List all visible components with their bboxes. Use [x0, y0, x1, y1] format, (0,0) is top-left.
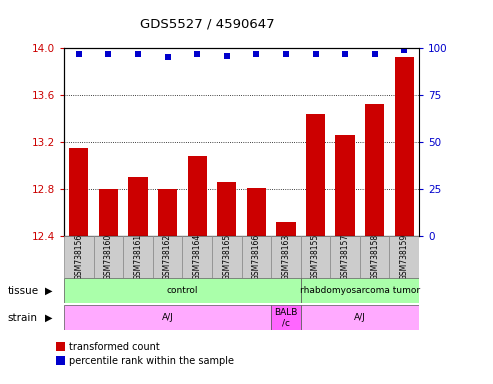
Point	[164, 54, 172, 60]
Text: A/J: A/J	[162, 313, 174, 322]
Text: BALB
/c: BALB /c	[274, 308, 298, 328]
Text: control: control	[167, 286, 198, 295]
Text: ▶: ▶	[44, 286, 52, 296]
Bar	[217, 182, 237, 384]
Point	[341, 51, 349, 57]
Point	[134, 51, 142, 57]
Text: GSM738162: GSM738162	[163, 234, 172, 280]
Bar	[330, 236, 360, 278]
Text: rhabdomyosarcoma tumor: rhabdomyosarcoma tumor	[300, 286, 420, 295]
Bar	[271, 305, 301, 330]
Bar	[64, 236, 94, 278]
Text: GSM738161: GSM738161	[134, 234, 142, 280]
Bar	[389, 236, 419, 278]
Text: GSM738163: GSM738163	[282, 234, 290, 280]
Bar	[306, 114, 325, 384]
Point	[193, 51, 201, 57]
Bar	[128, 177, 148, 384]
Text: tissue: tissue	[7, 286, 38, 296]
Bar	[212, 236, 242, 278]
Bar	[187, 156, 207, 384]
Text: GSM738160: GSM738160	[104, 234, 113, 280]
Point	[371, 51, 379, 57]
Bar	[271, 236, 301, 278]
Bar	[301, 236, 330, 278]
Bar	[360, 236, 389, 278]
Text: GDS5527 / 4590647: GDS5527 / 4590647	[140, 17, 275, 30]
Text: GSM738156: GSM738156	[74, 234, 83, 280]
Bar	[69, 148, 89, 384]
Point	[252, 51, 260, 57]
Text: GSM738164: GSM738164	[193, 234, 202, 280]
Point	[282, 51, 290, 57]
Text: GSM738159: GSM738159	[400, 234, 409, 280]
Bar	[94, 236, 123, 278]
Bar	[365, 104, 385, 384]
Bar	[336, 135, 355, 384]
Text: transformed count: transformed count	[70, 341, 160, 351]
Point	[400, 47, 408, 53]
Point	[312, 51, 319, 57]
Bar	[395, 57, 414, 384]
Text: GSM738155: GSM738155	[311, 234, 320, 280]
Bar	[182, 236, 212, 278]
Bar	[301, 278, 419, 303]
Bar	[56, 356, 65, 365]
Bar	[247, 188, 266, 384]
Bar	[64, 305, 271, 330]
Text: strain: strain	[7, 313, 37, 323]
Text: GSM738166: GSM738166	[252, 234, 261, 280]
Bar	[56, 342, 65, 351]
Text: percentile rank within the sample: percentile rank within the sample	[70, 356, 234, 366]
Text: GSM738158: GSM738158	[370, 234, 379, 280]
Bar	[158, 189, 177, 384]
Bar	[276, 222, 296, 384]
Point	[105, 51, 112, 57]
Text: GSM738165: GSM738165	[222, 234, 231, 280]
Text: ▶: ▶	[44, 313, 52, 323]
Point	[75, 51, 83, 57]
Bar	[123, 236, 153, 278]
Text: GSM738157: GSM738157	[341, 234, 350, 280]
Bar	[153, 236, 182, 278]
Bar	[301, 305, 419, 330]
Point	[223, 53, 231, 59]
Bar	[242, 236, 271, 278]
Text: A/J: A/J	[354, 313, 366, 322]
Bar	[99, 189, 118, 384]
Bar	[64, 278, 301, 303]
